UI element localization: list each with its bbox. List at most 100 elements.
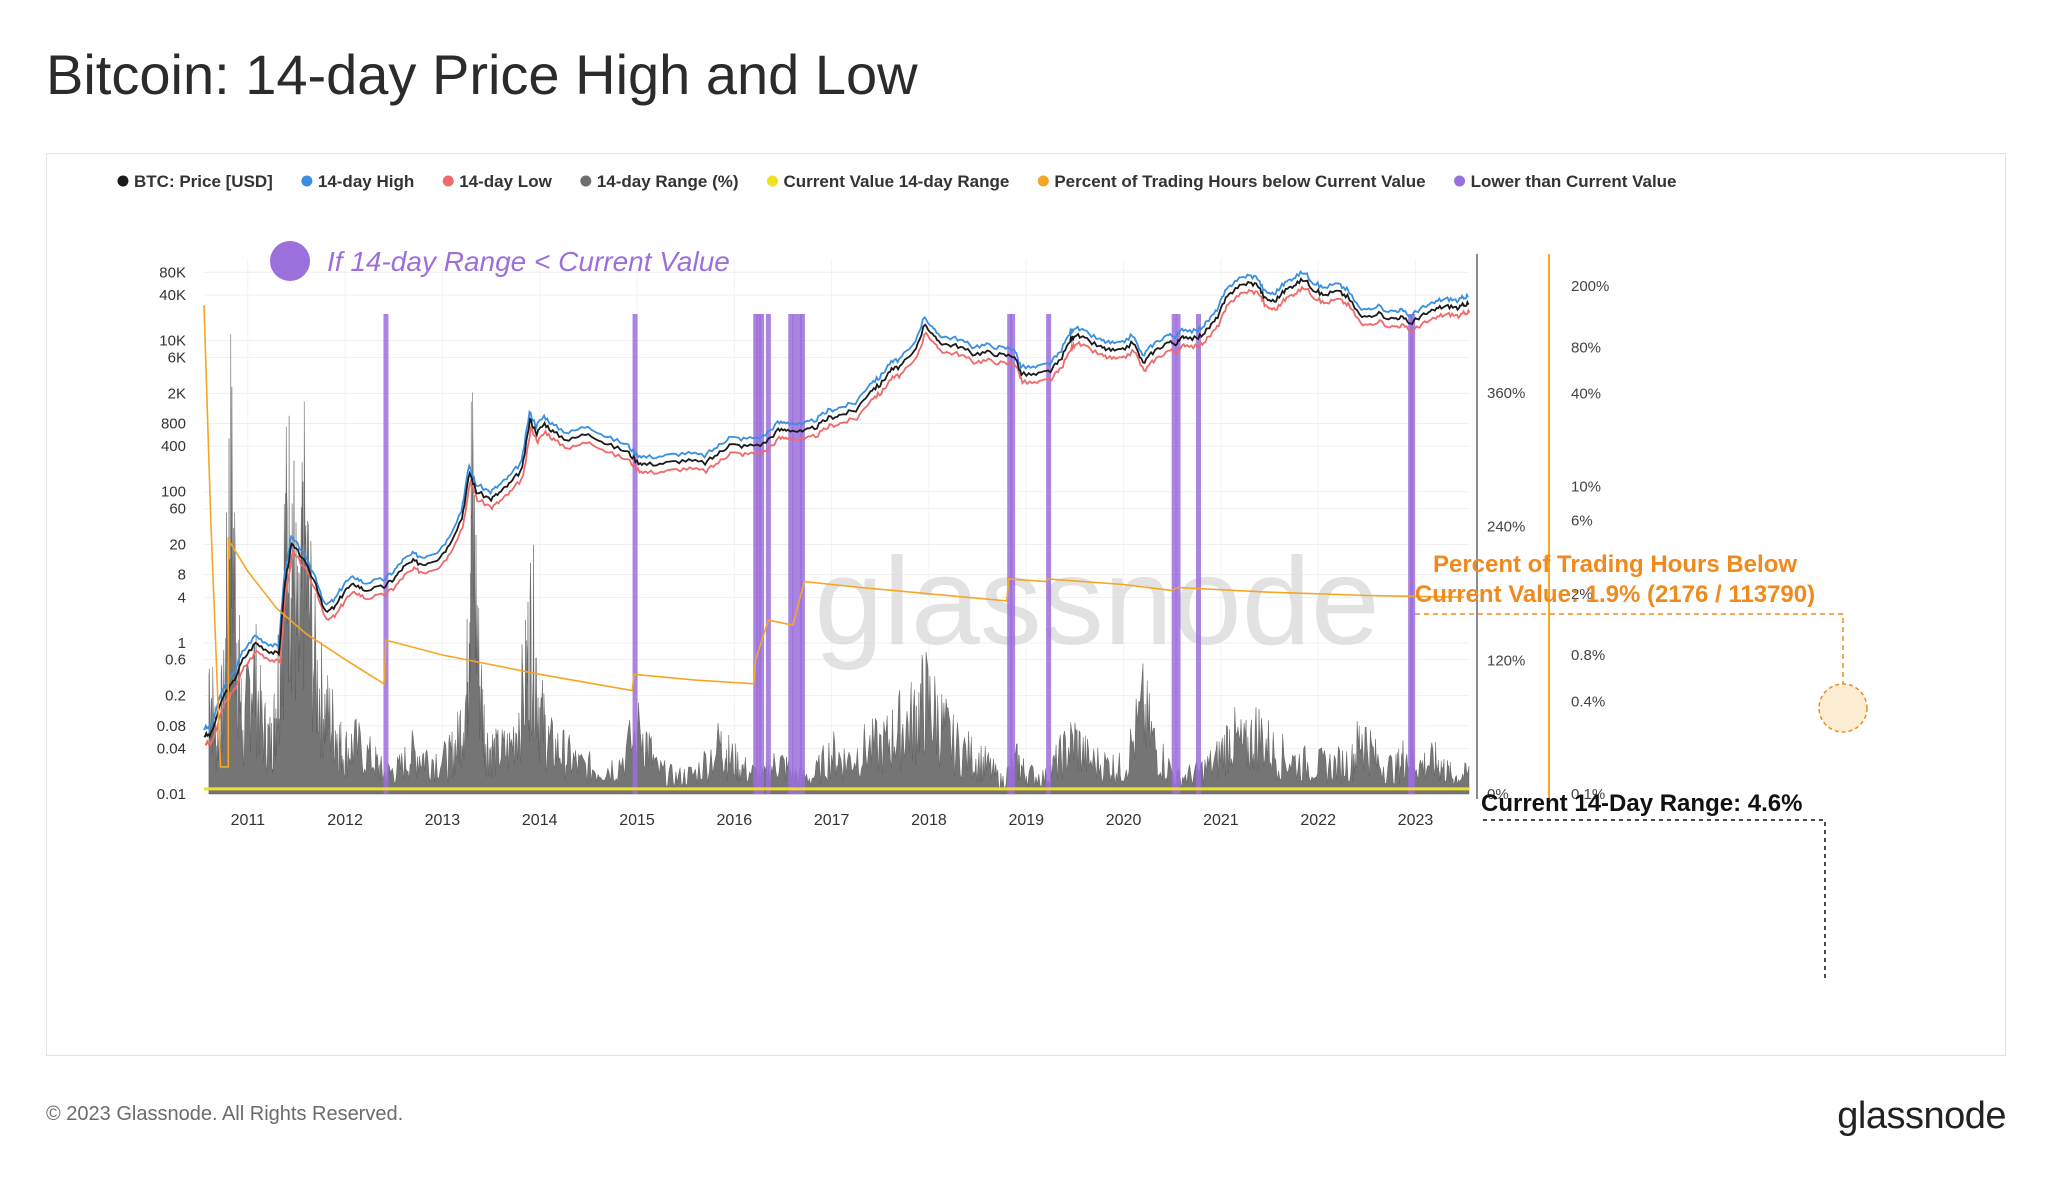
- x-tick-label: 2017: [814, 812, 850, 829]
- price-series: [203, 269, 1471, 747]
- high-line: [203, 269, 1469, 732]
- percent-series: [203, 305, 1465, 768]
- x-tick-label: 2019: [1008, 812, 1044, 829]
- legend-note: If 14-day Range < Current Value: [327, 246, 730, 277]
- y-left-tick-label: 8: [178, 567, 186, 584]
- legend-label: 14-day Range (%): [597, 172, 739, 191]
- legend[interactable]: BTC: Price [USD] 14-day High 14-day Low 14-…: [117, 172, 1677, 191]
- current-range-label: Current 14-Day Range: 4.6%: [1481, 790, 1802, 817]
- lower-than-current-bar: [1010, 314, 1016, 794]
- low-line: [204, 285, 1471, 747]
- y-left-tick-label: 40K: [159, 287, 186, 304]
- legend-item[interactable]: BTC: Price [USD]: [117, 172, 273, 191]
- y-left-tick-label: 0.08: [157, 718, 186, 735]
- legend-swatch: [442, 175, 454, 187]
- y-left-tick-label: 60: [169, 500, 186, 517]
- percent-line: [203, 305, 1465, 768]
- glassnode-logo: glassnode: [1837, 1095, 2006, 1137]
- lower-than-current-bar: [788, 314, 794, 794]
- legend-item[interactable]: 14-day High: [301, 172, 414, 191]
- x-tick-label: 2012: [327, 812, 363, 829]
- legend-label: 14-day Low: [459, 172, 552, 191]
- y-left-tick-label: 0.04: [157, 741, 186, 758]
- page-title: Bitcoin: 14-day Price High and Low: [46, 43, 918, 106]
- legend-item[interactable]: Lower than Current Value: [1454, 172, 1677, 191]
- percent-label-line1: Percent of Trading Hours Below: [1433, 551, 1797, 578]
- lower-than-current-bar: [797, 314, 803, 794]
- legend-label: 14-day High: [318, 172, 414, 191]
- y-left-tick-label: 0.01: [157, 786, 186, 803]
- current-leader-line: [1483, 819, 1826, 980]
- legend-swatch: [1454, 175, 1466, 187]
- percent-leader-line: [1415, 613, 1844, 684]
- y-left-tick-label: 100: [161, 484, 186, 501]
- lower-than-current-bar: [383, 314, 389, 794]
- x-tick-label: 2022: [1300, 812, 1336, 829]
- lower-than-current-bar: [756, 314, 762, 794]
- y-right2-tick-label: 200%: [1571, 278, 1609, 295]
- lower-than-current-bar: [1171, 314, 1177, 794]
- y-right2-tick-label: 10%: [1571, 478, 1601, 495]
- y-right2-tick-label: 40%: [1571, 386, 1601, 403]
- legend-swatch: [117, 175, 129, 187]
- y-left-tick-label: 2K: [168, 385, 186, 402]
- x-tick-label: 2015: [619, 812, 655, 829]
- y-right2-tick-label: 0.1%: [1571, 786, 1605, 803]
- lower-than-current-bar: [1175, 314, 1181, 794]
- y-left-tick-label: 0.2: [165, 688, 186, 705]
- y-left-tick-label: 80K: [159, 264, 186, 281]
- lower-than-current-bar: [632, 314, 638, 794]
- lower-than-current-bar: [1007, 314, 1013, 794]
- percent-highlight-circle: [1818, 683, 1868, 733]
- y-left-tick-label: 400: [161, 438, 186, 455]
- x-tick-label: 2014: [522, 812, 558, 829]
- y-right1-tick-label: 0%: [1487, 786, 1509, 803]
- lower-than-current-bar: [1410, 314, 1416, 794]
- lower-than-current-bar: [792, 314, 798, 794]
- x-tick-label: 2013: [425, 812, 461, 829]
- chart-panel: glassnode 80K 40K 10K 6K 2K 800 400 100 60 20 8 4 1 0…: [46, 153, 2006, 1056]
- y-right2-tick-label: 0.8%: [1571, 647, 1605, 664]
- legend-item[interactable]: 14-day Low: [442, 172, 553, 191]
- y-right1-tick-label: 120%: [1487, 652, 1525, 669]
- lower-than-current-series: [383, 314, 1416, 794]
- legend-swatch: [1037, 175, 1049, 187]
- y-left-tick-label: 800: [161, 415, 186, 432]
- grid: [204, 259, 1469, 795]
- y-left-tick-label: 1: [178, 635, 186, 652]
- percent-label-line2: Current Value: 1.9% (2176 / 113790): [1415, 581, 1815, 608]
- y-left-tick-label: 4: [178, 589, 186, 606]
- x-tick-label: 2011: [231, 812, 266, 829]
- legend-item[interactable]: Current Value 14-day Range: [767, 172, 1009, 191]
- y-right1-tick-label: 360%: [1487, 385, 1525, 402]
- lower-than-current-bar: [753, 314, 759, 794]
- legend-label: Current Value 14-day Range: [784, 172, 1010, 191]
- y-right2-tick-label: 0.4%: [1571, 693, 1605, 710]
- y-right2-tick-label: 6%: [1571, 512, 1593, 529]
- y-right2-tick-label: 2%: [1571, 586, 1593, 603]
- y-left-tick-label: 10K: [159, 333, 186, 350]
- legend-item[interactable]: Percent of Trading Hours below Current V…: [1037, 172, 1426, 191]
- lower-than-current-bar: [1195, 314, 1201, 794]
- range-area: [208, 334, 1470, 795]
- range-series: [208, 334, 1470, 795]
- y-left-tick-label: 20: [169, 537, 186, 554]
- y-right1-tick-label: 240%: [1487, 519, 1525, 536]
- x-tick-label: 2018: [911, 812, 947, 829]
- y-right2-tick-label: 80%: [1571, 339, 1601, 356]
- lower-than-current-bar: [1046, 314, 1052, 794]
- y-left-tick-label: 6K: [168, 349, 186, 366]
- lower-than-current-bar: [765, 314, 771, 794]
- legend-item[interactable]: 14-day Range (%): [580, 172, 739, 191]
- x-tick-label: 2016: [717, 812, 753, 829]
- y-left-tick-label: 0.6: [165, 652, 186, 669]
- watermark: glassnode: [814, 533, 1379, 671]
- chart-svg: glassnode 80K40K10K6K2K80040010060208410…: [117, 172, 1868, 980]
- x-tick-label: 2020: [1106, 812, 1142, 829]
- legend-label: Percent of Trading Hours below Current V…: [1054, 172, 1425, 191]
- legend-swatch: [580, 175, 592, 187]
- copyright: © 2023 Glassnode. All Rights Reserved.: [46, 1103, 404, 1125]
- x-tick-label: 2021: [1203, 812, 1239, 829]
- legend-label: Lower than Current Value: [1471, 172, 1677, 191]
